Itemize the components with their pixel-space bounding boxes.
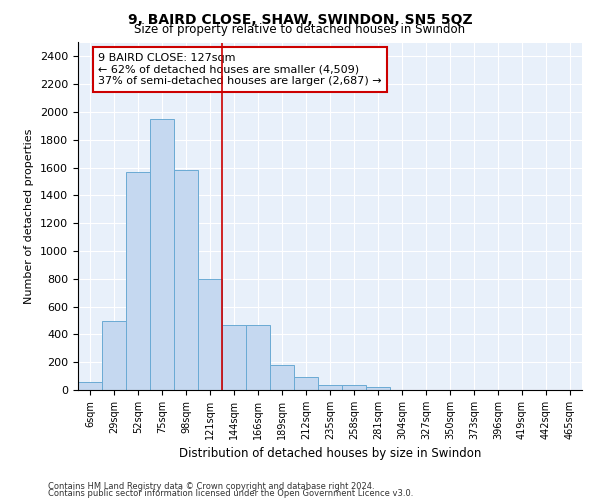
Bar (174, 170, 198, 390)
Text: Size of property relative to detached houses in Swindon: Size of property relative to detached ho… (134, 22, 466, 36)
Bar (366, 386, 390, 390)
Text: Contains public sector information licensed under the Open Government Licence v3: Contains public sector information licen… (48, 489, 413, 498)
Y-axis label: Number of detached properties: Number of detached properties (25, 128, 34, 304)
Text: 9, BAIRD CLOSE, SHAW, SWINDON, SN5 5QZ: 9, BAIRD CLOSE, SHAW, SWINDON, SN5 5QZ (128, 12, 472, 26)
Bar (270, 365, 294, 390)
Bar (294, 378, 318, 390)
Text: Contains HM Land Registry data © Crown copyright and database right 2024.: Contains HM Land Registry data © Crown c… (48, 482, 374, 491)
Bar (102, 320, 126, 390)
Bar (198, 279, 222, 390)
Bar (246, 324, 270, 390)
Text: 9 BAIRD CLOSE: 127sqm
← 62% of detached houses are smaller (4,509)
37% of semi-d: 9 BAIRD CLOSE: 127sqm ← 62% of detached … (98, 53, 382, 86)
Bar (126, 172, 150, 390)
Bar (222, 324, 246, 390)
X-axis label: Distribution of detached houses by size in Swindon: Distribution of detached houses by size … (179, 448, 481, 460)
Bar (78, 382, 102, 390)
Bar (318, 385, 342, 390)
Bar (342, 385, 366, 390)
Bar (150, 119, 174, 390)
